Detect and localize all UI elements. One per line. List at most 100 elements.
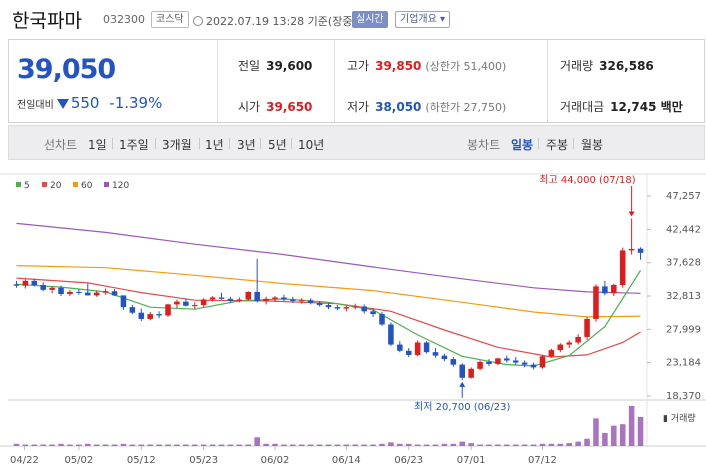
y-tick-label: 23,184 <box>666 358 701 369</box>
volume-bar <box>236 444 243 446</box>
candle-body <box>352 306 359 308</box>
volume-bar <box>486 444 492 446</box>
tab-3y[interactable]: 3년 <box>237 138 256 152</box>
volume-bar <box>575 441 581 446</box>
volume-bar <box>183 444 189 446</box>
legend-ma5: 5 <box>16 181 30 191</box>
company-overview-dropdown[interactable]: 기업개요 ▾ <box>395 11 450 28</box>
tab-1y[interactable]: 1년 <box>205 138 224 152</box>
trade-amount: 거래대금 12,745 백만 <box>560 100 683 114</box>
candle-body <box>539 356 546 368</box>
volume-bar <box>31 444 38 446</box>
candle-body <box>40 285 46 290</box>
volume-bar <box>593 418 599 446</box>
tab-weekly[interactable]: 주봉 <box>546 138 569 152</box>
volume-bar <box>468 443 474 446</box>
x-tick-label: 07/12 <box>528 455 557 466</box>
volume-bar <box>22 444 29 446</box>
tab-5y[interactable]: 5년 <box>268 138 287 152</box>
legend-ma20: 20 <box>42 181 61 191</box>
volume-bar <box>343 444 350 446</box>
candle-body <box>218 297 225 299</box>
volume-bar <box>129 444 136 446</box>
volume-bar <box>209 444 216 446</box>
volume-axis-label: ▮ 거래량 <box>663 414 696 424</box>
tab-monthly[interactable]: 월봉 <box>581 138 604 152</box>
volume-bar <box>379 443 385 446</box>
candle-body <box>477 361 483 369</box>
volume-bar <box>495 444 501 446</box>
x-tick-label: 04/22 <box>10 455 39 466</box>
candle-body <box>120 295 127 308</box>
low-price: 저가 38,050 (하한가 27,750) <box>347 100 507 114</box>
volume-bar <box>397 443 403 446</box>
candle-body <box>85 292 91 296</box>
volume-bar <box>530 444 537 446</box>
volume-bar <box>272 443 278 446</box>
candle-body <box>486 361 492 364</box>
volume-bar <box>298 444 305 446</box>
volume-bar <box>450 443 457 446</box>
candle-body <box>432 352 439 356</box>
ma60-line <box>16 265 641 318</box>
candlestick-chart[interactable]: 47,257 42,442 37,628 32,813 27,999 23,184 18,3… <box>0 160 706 472</box>
volume-bar <box>584 438 590 446</box>
volume-bar <box>85 443 91 446</box>
candle-body <box>272 297 278 299</box>
volume-bar <box>459 441 465 446</box>
tab-10y[interactable]: 10년 <box>298 138 325 152</box>
candle-body <box>209 297 216 300</box>
volume-bar <box>414 444 421 446</box>
tab-1d[interactable]: 1일 <box>88 138 107 152</box>
down-triangle-icon <box>56 99 69 109</box>
candle-body <box>468 368 474 378</box>
volume-bar <box>200 444 207 446</box>
volume-bar <box>254 437 260 446</box>
volume-bar <box>352 444 359 446</box>
x-tick-label: 05/02 <box>64 455 93 466</box>
volume-bar <box>405 443 412 446</box>
candle-body <box>566 342 572 345</box>
candle-body <box>245 291 252 300</box>
volume-bar <box>165 444 171 446</box>
candle-body <box>530 364 537 368</box>
candle-body <box>495 358 501 364</box>
candle-body <box>361 306 367 312</box>
realtime-button[interactable]: 실시간 <box>352 11 388 28</box>
candle-body <box>165 304 171 316</box>
candle-body <box>67 291 73 295</box>
volume-bar <box>67 444 73 446</box>
candle-body <box>138 312 145 319</box>
candle-body <box>575 336 581 343</box>
volume-bar <box>281 444 287 446</box>
candle-body <box>397 344 403 351</box>
volume-bar <box>93 444 100 446</box>
volume-bar <box>307 444 314 446</box>
clock-icon <box>193 16 203 26</box>
candle-body <box>343 307 350 309</box>
volume-bar <box>602 432 608 446</box>
candle-body <box>156 314 162 316</box>
x-tick-label: 05/12 <box>127 455 156 466</box>
tab-daily[interactable]: 일봉 <box>511 138 534 152</box>
tab-3m[interactable]: 3개월 <box>162 138 192 152</box>
candle-body <box>307 300 314 304</box>
tab-1w[interactable]: 1주일 <box>119 138 149 152</box>
volume-bar <box>316 444 323 446</box>
volume-bar <box>263 443 269 446</box>
change-percent: -1.39% <box>109 94 163 112</box>
x-tick-label: 07/01 <box>457 455 486 466</box>
candle-body <box>236 299 243 301</box>
candle-body <box>388 324 394 345</box>
candle-body <box>593 286 599 319</box>
high-price: 고가 39,850 (상한가 51,400) <box>347 59 507 73</box>
volume-bar <box>477 444 483 446</box>
high-marker-head <box>628 211 635 217</box>
candle-body <box>619 250 626 286</box>
volume-bar <box>120 443 127 446</box>
price-change: 전일대비 550 -1.39% <box>17 94 162 112</box>
candle-body <box>200 299 207 306</box>
candle-body <box>459 364 465 378</box>
legend-ma60: 60 <box>73 181 92 191</box>
min-price-label: 최저 20,700 (06/23) <box>414 401 510 413</box>
